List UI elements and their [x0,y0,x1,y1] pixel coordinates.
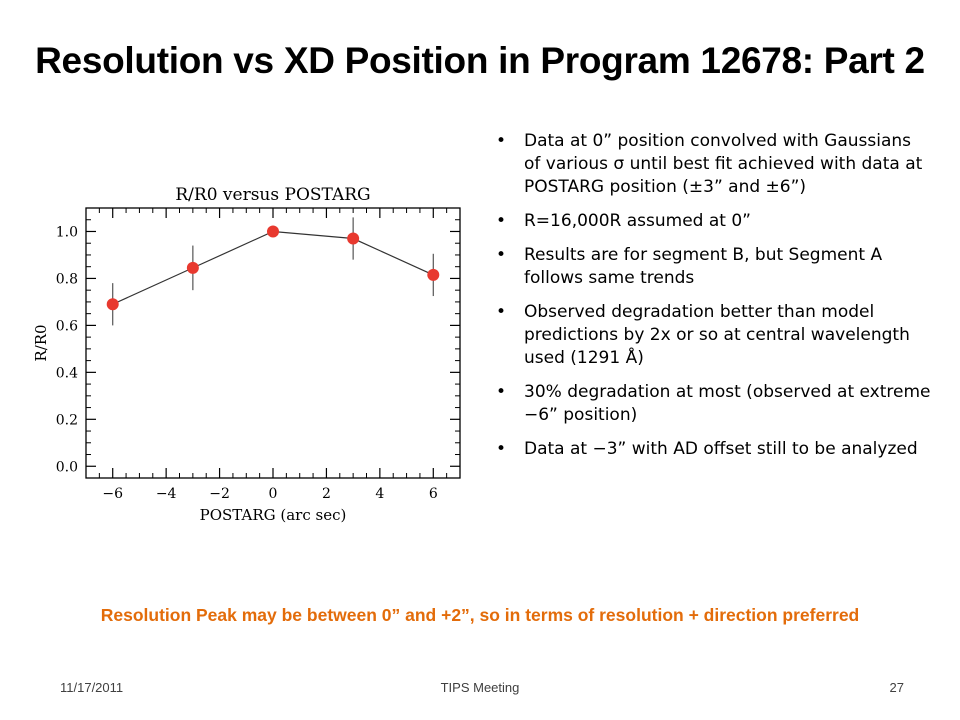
bullet-dot-icon: • [496,302,507,322]
bullet-dot-icon: • [496,382,507,402]
plot-frame [85,207,461,479]
bullet-item: • Data at 0” position convolved with Gaus… [492,130,932,199]
bullet-item: • 30% degradation at most (observed at ex… [492,381,932,427]
x-tick-label: −4 [156,486,177,502]
data-point [267,225,279,238]
bullet-dot-icon: • [496,131,507,151]
bullet-text: Observed degradation better than model p… [524,302,910,368]
bullet-text: 30% degradation at most (observed at ext… [524,382,931,425]
x-tick-label: 4 [375,486,384,502]
data-point [186,261,199,274]
y-axis-label: R/R0 [32,324,50,361]
x-tick-label: −2 [209,486,230,502]
bullet-item: • Data at −3” with AD offset still to be … [492,438,932,461]
footer-meeting: TIPS Meeting [440,680,520,695]
footer-page-number: 27 [889,680,904,695]
x-tick-label: −6 [102,486,123,502]
data-point [347,232,360,245]
bullet-dot-icon: • [496,211,507,231]
bullet-dot-icon: • [496,245,507,265]
bullet-text: Results are for segment B, but Segment A… [524,245,883,288]
data-point [427,268,440,281]
bullet-item: • R=16,000R assumed at 0” [492,210,932,233]
x-axis-label: POSTARG (arc sec) [200,506,347,524]
bullet-text: Data at 0” position convolved with Gauss… [524,131,923,197]
resolution-callout: Resolution Peak may be between 0” and +2… [100,605,860,625]
data-point [106,298,119,311]
footer-date: 11/17/2011 [60,680,124,695]
resolution-chart: −6 −4 −2 0 2 4 6 0.0 0.2 0.4 0.6 0.8 1.0 R/R0 versus … [28,178,468,538]
x-tick-label: 6 [429,486,438,502]
slide-title: Resolution vs XD Position in Program 126… [35,40,925,81]
x-tick-label: 2 [322,486,331,502]
bullet-text: R=16,000R assumed at 0” [524,211,751,231]
chart-title: R/R0 versus POSTARG [175,185,370,205]
y-tick-label: 0.4 [56,365,78,381]
bullet-list: • Data at 0” position convolved with Gaus… [492,130,932,472]
y-tick-label: 0.2 [56,412,78,428]
bullet-dot-icon: • [496,439,507,459]
bullet-item: • Observed degradation better than model … [492,301,932,370]
chart-svg: −6 −4 −2 0 2 4 6 0.0 0.2 0.4 0.6 0.8 1.0 R/R0 versus … [32,185,461,524]
y-tick-label: 0.6 [56,318,78,334]
bullet-item: • Results are for segment B, but Segment … [492,244,932,290]
series-line [112,230,434,305]
y-tick-label: 0.8 [56,271,78,287]
y-tick-label: 0.0 [56,459,78,475]
x-tick-label: 0 [269,486,278,502]
bullet-text: Data at −3” with AD offset still to be a… [524,439,918,459]
y-tick-label: 1.0 [56,224,78,240]
